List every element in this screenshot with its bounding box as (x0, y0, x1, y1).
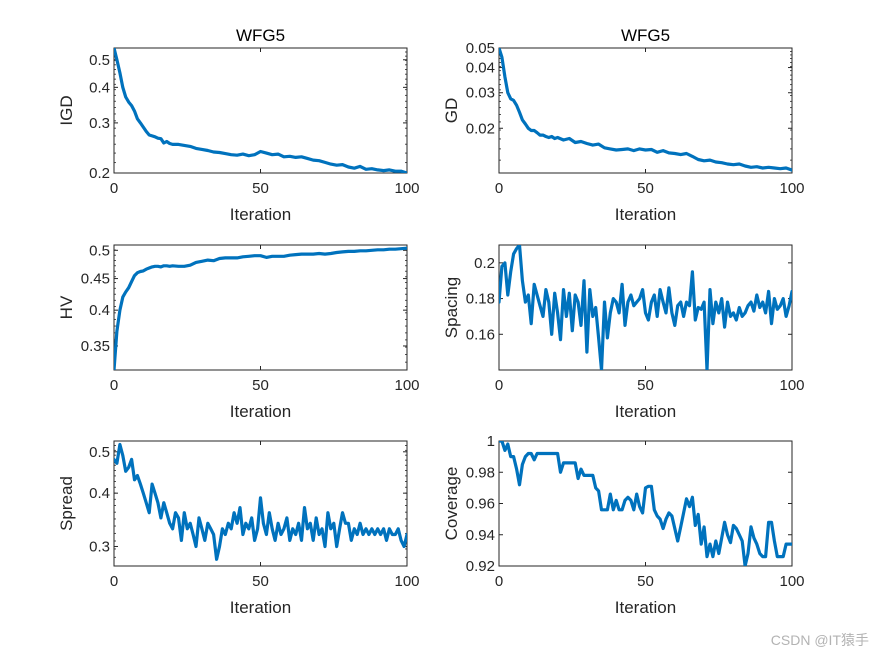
series-line-igd (114, 48, 407, 173)
y-tick-label: 0.5 (89, 444, 110, 461)
x-tick-label: 100 (779, 377, 804, 394)
series-line-hv (114, 246, 407, 370)
x-tick-label: 0 (110, 377, 118, 394)
y-tick-label: 0.45 (81, 271, 110, 288)
y-axis-label: IGD (57, 95, 76, 125)
y-tick-label: 0.2 (474, 255, 495, 272)
y-tick-label: 0.4 (89, 302, 110, 319)
x-tick-label: 100 (779, 573, 804, 590)
y-tick-label: 0.4 (89, 79, 110, 96)
y-tick-label: 0.96 (466, 496, 495, 513)
series-line-spacing (499, 245, 792, 370)
chart-panel-4: 0 50 100 0.16 0.18 0.2 Iteration Spacing (442, 244, 805, 421)
axes-box (113, 244, 408, 371)
x-axis-label: Iteration (615, 205, 676, 224)
x-tick-label: 50 (252, 573, 269, 590)
x-tick-label: 100 (394, 180, 419, 197)
x-axis-label: Iteration (615, 598, 676, 617)
x-axis-label: Iteration (230, 598, 291, 617)
y-tick-label: 0.94 (466, 527, 495, 544)
series-line-spread (114, 442, 407, 561)
y-tick-label: 0.5 (89, 242, 110, 259)
y-tick-label: 0.04 (466, 60, 495, 77)
y-tick-label: 0.35 (81, 338, 110, 355)
chart-title: WFG5 (621, 26, 670, 45)
chart-title: WFG5 (236, 26, 285, 45)
y-tick-label: 0.2 (89, 165, 110, 182)
chart-panel-5: 0 50 100 0.3 0.4 0.5 Iteration Spread (57, 440, 420, 617)
y-axis-label: HV (57, 295, 76, 319)
y-tick-label: 0.18 (466, 291, 495, 308)
x-tick-label: 0 (110, 180, 118, 197)
x-tick-label: 0 (495, 377, 503, 394)
y-tick-label: 0.02 (466, 120, 495, 137)
x-tick-label: 100 (394, 573, 419, 590)
axes-box (113, 47, 408, 174)
x-axis-label: Iteration (615, 402, 676, 421)
y-tick-label: 0.3 (89, 115, 110, 132)
series-line-gd (499, 48, 792, 172)
x-tick-label: 100 (779, 180, 804, 197)
chart-panel-1: 0 50 100 0.2 0.3 0.4 0.5 Iteration IGD WFG5 (57, 26, 420, 224)
y-tick-label: 0.16 (466, 326, 495, 343)
chart-panel-6: 0 50 100 0.92 0.94 0.96 0.98 1 Iteration Coverage (442, 433, 805, 617)
series-line-coverage (499, 441, 792, 566)
y-tick-label: 0.03 (466, 85, 495, 102)
y-tick-label: 0.5 (89, 52, 110, 69)
y-tick-label: 0.92 (466, 558, 495, 575)
x-tick-label: 0 (110, 573, 118, 590)
axes-box (498, 47, 793, 174)
y-tick-label: 1 (487, 433, 495, 450)
x-axis-label: Iteration (230, 402, 291, 421)
x-tick-label: 50 (252, 180, 269, 197)
y-axis-label: Spacing (442, 277, 461, 338)
x-tick-label: 50 (637, 573, 654, 590)
y-tick-label: 0.05 (466, 40, 495, 57)
y-tick-label: 0.3 (89, 538, 110, 555)
x-tick-label: 0 (495, 180, 503, 197)
y-axis-label: Coverage (442, 467, 461, 541)
chart-panel-2: 0 50 100 0.02 0.03 0.04 0.05 Iteration GD WFG5 (442, 26, 805, 224)
y-axis-label: Spread (57, 476, 76, 531)
x-tick-label: 50 (252, 377, 269, 394)
x-tick-label: 50 (637, 180, 654, 197)
chart-panel-3: 0 50 100 0.35 0.4 0.45 0.5 Iteration HV (57, 242, 420, 421)
watermark: CSDN @IT猿手 (770, 632, 869, 648)
x-tick-label: 100 (394, 377, 419, 394)
x-axis-label: Iteration (230, 205, 291, 224)
x-tick-label: 50 (637, 377, 654, 394)
x-tick-label: 0 (495, 573, 503, 590)
y-tick-label: 0.98 (466, 464, 495, 481)
y-tick-label: 0.4 (89, 485, 110, 502)
y-axis-label: GD (442, 98, 461, 124)
